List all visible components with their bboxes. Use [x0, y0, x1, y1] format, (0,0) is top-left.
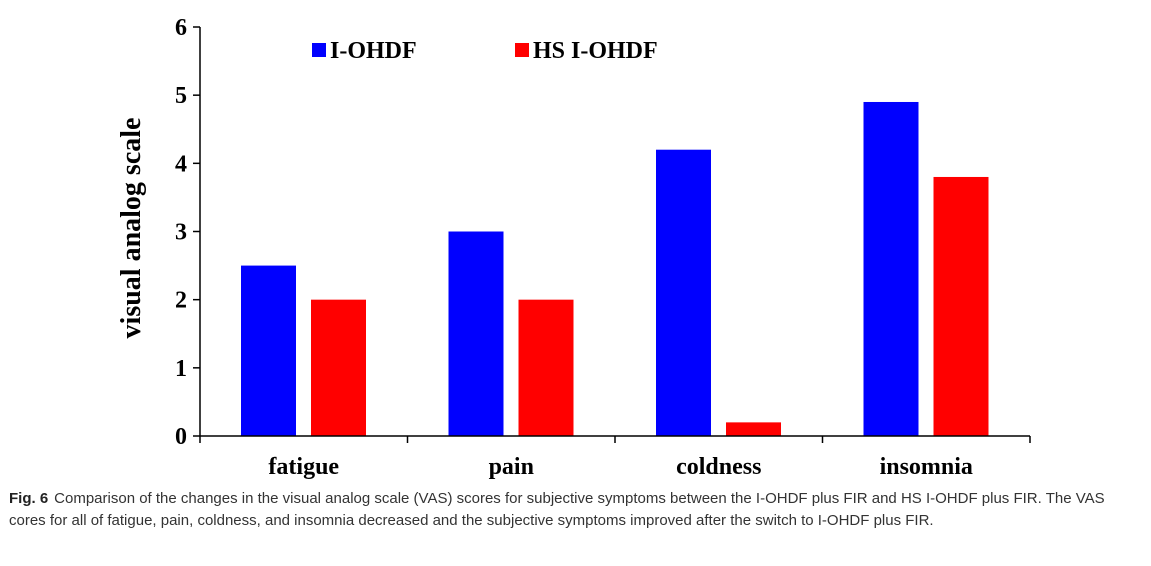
bar-i-ohdf-fatigue: [241, 265, 296, 436]
bar-hs-i-ohdf-coldness: [726, 422, 781, 436]
figure-caption: Fig. 6 Comparison of the changes in the v…: [9, 488, 1139, 532]
x-tick-label-coldness: coldness: [676, 454, 761, 480]
bar-i-ohdf-insomnia: [863, 101, 919, 436]
y-tick-label: 2: [175, 288, 187, 314]
bar-chart: 0 1 2 3 4 5 6 fatigue pain coldness insomnia visu…: [116, 15, 1031, 480]
bar-hs-i-ohdf-pain: [518, 299, 574, 436]
caption-text: Comparison of the changes in the visual …: [9, 490, 1105, 529]
y-tick-label: 0: [175, 424, 187, 450]
x-tick-label-pain: pain: [489, 454, 534, 480]
y-tick-label: 6: [175, 15, 187, 41]
legend-label-hs-i-ohdf: HS I-OHDF: [533, 38, 658, 64]
y-tick-label: 5: [175, 83, 187, 109]
legend-label-i-ohdf: I-OHDF: [330, 38, 417, 64]
legend: I-OHDF HS I-OHDF: [312, 38, 658, 64]
x-ticks-group: fatigue pain coldness insomnia: [199, 436, 1031, 480]
bar-hs-i-ohdf-fatigue: [311, 299, 366, 436]
figure-label: Fig. 6: [9, 490, 49, 507]
bar-i-ohdf-pain: [448, 231, 504, 436]
y-tick-label: 1: [175, 356, 187, 382]
legend-swatch-i-ohdf: [312, 43, 326, 57]
bars-group: [241, 101, 989, 436]
bar-hs-i-ohdf-insomnia: [933, 176, 989, 436]
bar-i-ohdf-coldness: [656, 149, 711, 436]
y-ticks-group: 0 1 2 3 4 5 6: [175, 15, 200, 450]
legend-swatch-hs-i-ohdf: [515, 43, 529, 57]
y-tick-label: 3: [175, 220, 187, 246]
x-tick-label-fatigue: fatigue: [268, 454, 339, 480]
y-axis-title: visual analog scale: [116, 118, 147, 339]
x-tick-label-insomnia: insomnia: [880, 454, 973, 480]
y-tick-label: 4: [175, 151, 187, 177]
